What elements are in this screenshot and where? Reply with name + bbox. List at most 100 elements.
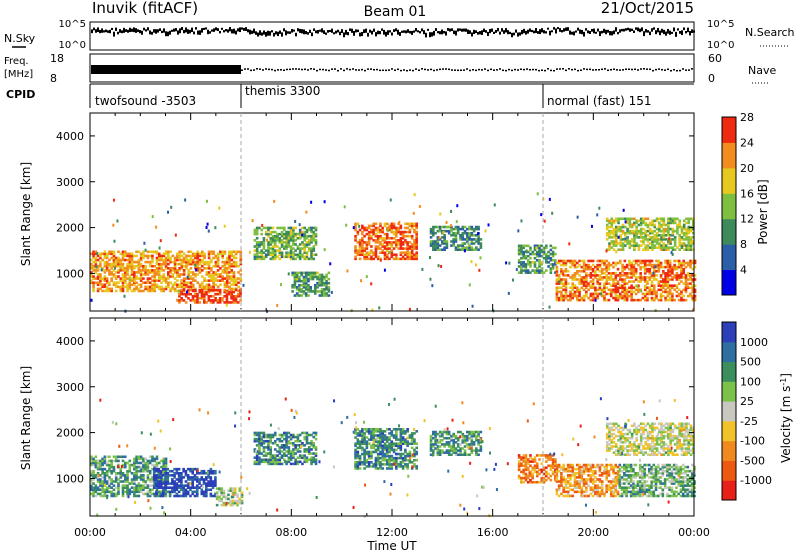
heatmap-cell (146, 289, 150, 293)
nsky-sample (615, 27, 617, 32)
heatmap-cell (612, 284, 615, 287)
heatmap-cell (578, 282, 581, 285)
heatmap-cell (191, 482, 195, 485)
heatmap-cell (388, 224, 391, 228)
heatmap-cell (307, 277, 310, 281)
heatmap-cell (569, 265, 572, 269)
heatmap-cell (298, 433, 302, 437)
heatmap-cell (210, 273, 213, 276)
freq-sample (583, 68, 585, 70)
heatmap-cell (166, 474, 170, 477)
heatmap-cell (269, 241, 273, 244)
heatmap-cell (671, 265, 674, 269)
heatmap-cell (96, 472, 100, 475)
heatmap-cell (660, 246, 663, 249)
heatmap-cell (182, 484, 185, 487)
heatmap-cell (264, 433, 268, 437)
heatmap-cell (157, 469, 161, 473)
freq-sample (580, 69, 582, 72)
heatmap-cell (142, 281, 145, 284)
heatmap-cell (410, 249, 414, 252)
heatmap-cell (207, 476, 210, 479)
heatmap-cell (200, 294, 204, 298)
heatmap-cell (585, 284, 588, 287)
heatmap-cell (327, 281, 331, 285)
freq-sample (601, 68, 603, 71)
heatmap-cell (262, 454, 266, 457)
heatmap-cell (325, 281, 328, 285)
heatmap-cell (117, 269, 120, 272)
heatmap-cell (445, 244, 449, 247)
heatmap-cell (280, 439, 284, 443)
heatmap-cell (162, 478, 166, 481)
heatmap-cell (575, 269, 579, 273)
heatmap-cell (461, 225, 465, 229)
heatmap-cell (285, 241, 288, 244)
heatmap-cell (142, 465, 145, 469)
heatmap-cell (193, 301, 197, 304)
heatmap-cell (678, 223, 681, 227)
heatmap-cell (682, 225, 686, 229)
freq-sample (664, 69, 666, 71)
heatmap-cell (218, 489, 221, 492)
heatmap-cell (223, 283, 227, 287)
heatmap-cell (361, 241, 364, 244)
heatmap-cell (258, 448, 261, 451)
heatmap-cell (262, 433, 266, 437)
heatmap-cell (176, 285, 179, 289)
heatmap-cell (314, 431, 318, 435)
colorbar-frame (721, 116, 737, 296)
heatmap-cell (671, 294, 674, 298)
heatmap-cell (623, 280, 627, 283)
heatmap-cell (434, 242, 437, 245)
heatmap-cell (139, 488, 143, 492)
nsky-sample (485, 30, 487, 33)
heatmap-cell (441, 240, 444, 243)
heatmap-cell (623, 296, 627, 300)
heatmap-cell (230, 288, 233, 292)
heatmap-cell (687, 246, 691, 249)
heatmap-cell (90, 480, 93, 483)
heatmap-cell (668, 265, 672, 269)
heatmap-cell (671, 296, 674, 300)
heatmap-cell (177, 480, 181, 483)
heatmap-cell (157, 486, 161, 489)
nsky-sample (353, 30, 355, 36)
heatmap-cell (461, 234, 465, 237)
heatmap-cell (615, 250, 618, 254)
heatmap-cell (358, 247, 362, 250)
heatmap-cell (524, 244, 528, 248)
heatmap-cell (233, 501, 237, 505)
heatmap-cell (269, 458, 273, 462)
heatmap-cell (673, 265, 676, 269)
heatmap-cell (191, 294, 195, 298)
heatmap-cell (361, 230, 364, 234)
heatmap-cell (273, 199, 276, 203)
heatmap-cell (135, 271, 138, 274)
heatmap-cell (220, 491, 223, 495)
nsky-sample (625, 28, 627, 31)
heatmap-cell (395, 226, 398, 230)
heatmap-cell (582, 278, 586, 281)
heatmap-cell (121, 275, 125, 278)
heatmap-cell (260, 255, 263, 259)
nsky-sample (167, 31, 169, 37)
heatmap-cell (146, 474, 150, 477)
heatmap-cell (160, 281, 163, 284)
heatmap-cell (200, 275, 204, 278)
heatmap-cell (634, 267, 638, 271)
heatmap-cell (126, 262, 129, 266)
heatmap-cell (310, 238, 313, 242)
heatmap-cell (186, 482, 190, 485)
heatmap-cell (327, 286, 331, 289)
heatmap-cell (278, 236, 282, 240)
heatmap-cell (401, 251, 405, 254)
heatmap-cell (361, 251, 364, 254)
heatmap-cell (678, 236, 681, 239)
heatmap-cell (148, 285, 152, 289)
heatmap-cell (358, 444, 362, 448)
nsky-sample (417, 30, 419, 33)
heatmap-cell (632, 298, 636, 302)
heatmap-cell (225, 271, 229, 274)
heatmap-cell (200, 492, 204, 496)
